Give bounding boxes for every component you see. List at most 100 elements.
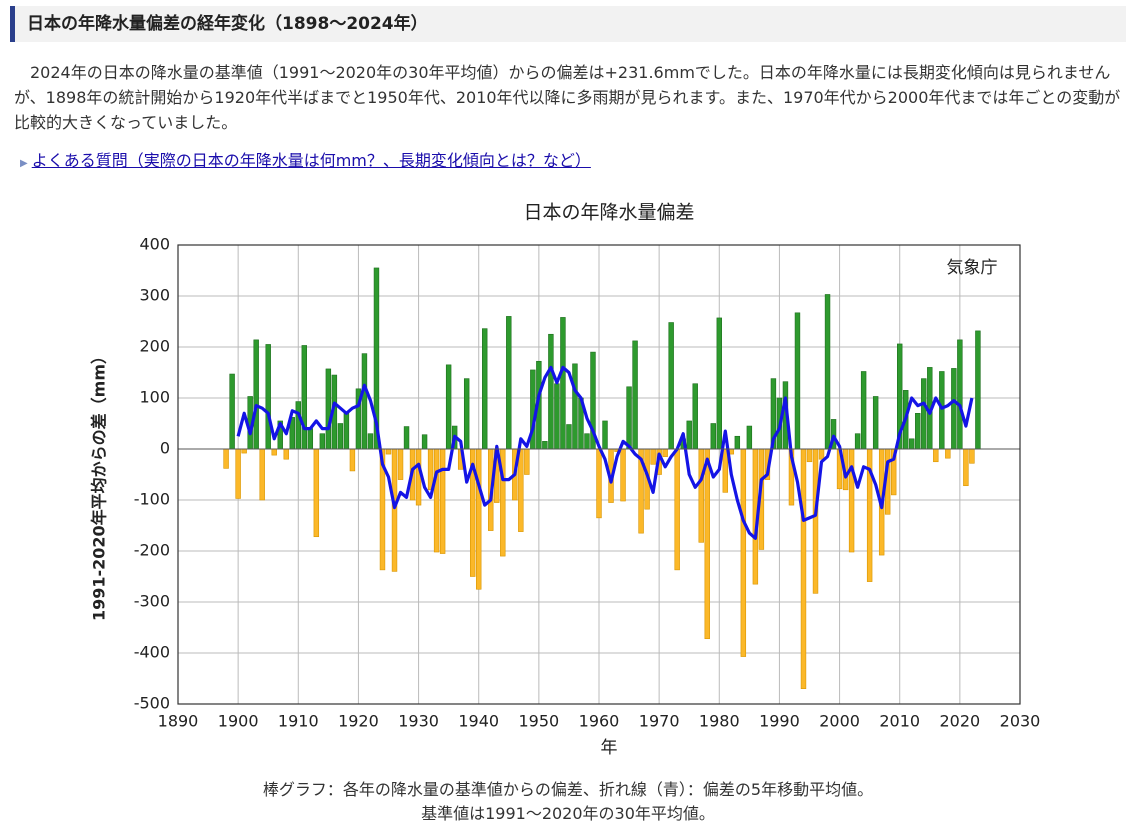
bar (463, 378, 470, 450)
bar (933, 448, 939, 463)
bar (734, 435, 741, 450)
bar (915, 413, 921, 450)
bar (349, 448, 356, 472)
bar (854, 433, 861, 450)
bar (445, 364, 452, 450)
bar (951, 368, 957, 450)
bar (325, 368, 332, 450)
bar (620, 448, 626, 502)
bar (506, 316, 512, 450)
bar (626, 386, 632, 450)
bar (235, 448, 241, 499)
bar (824, 294, 831, 450)
bar (367, 433, 374, 450)
x-tick-label: 1990 (759, 712, 800, 731)
bar (397, 448, 404, 480)
x-tick-label: 1930 (398, 712, 439, 731)
bar (945, 448, 951, 459)
bar (439, 448, 446, 554)
x-tick-label: 1910 (278, 712, 319, 731)
bar (602, 420, 608, 450)
bar (271, 448, 277, 456)
bar (692, 383, 698, 450)
y-tick-label: -200 (134, 541, 170, 560)
bar (518, 448, 524, 532)
x-tick-label: 1900 (218, 712, 259, 731)
bar (860, 371, 867, 450)
bar (307, 428, 314, 450)
bar (848, 448, 855, 553)
bar (872, 396, 879, 450)
bar (704, 448, 710, 640)
bar (283, 448, 289, 460)
bar (818, 448, 825, 460)
y-tick-label: -500 (134, 694, 170, 713)
caption-line: 棒グラフ：各年の降水量の基準値からの偏差、折れ線（青）：偏差の5年移動平均値。 (262, 780, 874, 799)
bar (524, 448, 530, 475)
faq-link[interactable]: よくある質問（実際の日本の年降水量は何mm？、長期変化傾向とは？など） (31, 151, 591, 170)
x-tick-label: 1950 (518, 712, 559, 731)
x-tick-label: 2000 (819, 712, 860, 731)
y-tick-label: 100 (139, 388, 170, 407)
x-tick-label: 2030 (1000, 712, 1041, 731)
bar (921, 378, 927, 450)
bar (975, 330, 981, 450)
bar (560, 317, 566, 450)
bar (710, 423, 716, 450)
bar (909, 438, 915, 450)
bar (668, 322, 674, 450)
annotation: 気象庁 (947, 258, 998, 278)
bar (963, 448, 969, 487)
description: 2024年の日本の降水量の基準値（1991～2020年の30年平均値）からの偏差… (14, 63, 1121, 132)
faq-row: ▶ よくある質問（実際の日本の年降水量は何mm？、長期変化傾向とは？など） (20, 148, 591, 176)
bar (650, 448, 656, 465)
bar (343, 413, 350, 450)
arrow-icon: ▶ (20, 158, 28, 169)
x-tick-label: 2010 (879, 712, 920, 731)
chart: 日本の年降水量偏差 -500 -400 -300 -200 -100 0 100 200 300 4… (90, 202, 1041, 759)
bar (800, 448, 807, 689)
bar (674, 448, 680, 571)
y-tick-label: 200 (139, 337, 170, 356)
bar (313, 448, 320, 538)
heading-box: 日本の年降水量偏差の経年変化（1898～2024年） (10, 6, 1126, 42)
x-tick-label: 1970 (639, 712, 680, 731)
bar (554, 383, 560, 450)
moving-average-line (236, 365, 974, 540)
y-tick-label: 400 (139, 235, 170, 254)
bar (957, 339, 963, 450)
bar (548, 333, 554, 450)
bar (698, 448, 704, 543)
bar (969, 448, 975, 464)
chart-title: 日本の年降水量偏差 (523, 202, 694, 224)
bar (476, 448, 482, 590)
x-tick-label: 1940 (458, 712, 499, 731)
bar (229, 373, 235, 450)
bar (716, 317, 722, 450)
bar (584, 433, 590, 450)
bar (740, 448, 747, 657)
bar (421, 434, 428, 450)
x-tick-label: 1960 (579, 712, 620, 731)
bar (794, 312, 801, 450)
y-tick-label: -400 (134, 643, 170, 662)
caption: 棒グラフ：各年の降水量の基準値からの偏差、折れ線（青）：偏差の5年移動平均値。 … (0, 778, 1136, 826)
bar (939, 371, 945, 450)
bar (596, 448, 602, 519)
bar (542, 441, 548, 450)
bar (572, 363, 578, 450)
bar (566, 424, 572, 450)
bar (403, 426, 410, 450)
bar (319, 433, 326, 450)
bar (662, 448, 668, 457)
x-tick-label: 1980 (699, 712, 740, 731)
x-tick-label: 1920 (338, 712, 379, 731)
bar (295, 401, 301, 450)
bar (415, 448, 422, 506)
bar (301, 345, 308, 450)
bar (253, 339, 259, 450)
y-tick-label: -300 (134, 592, 170, 611)
caption-line: 基準値は1991～2020年の30年平均値。 (421, 804, 715, 823)
x-tick-label: 2020 (939, 712, 980, 731)
